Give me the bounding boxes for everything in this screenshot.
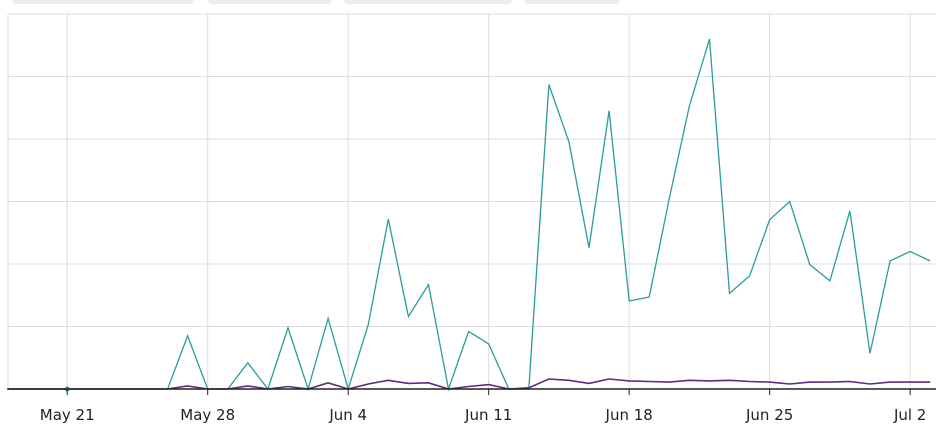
x-tick-label: May 28: [180, 406, 235, 424]
series-group: [7, 38, 931, 392]
tab-stub: [344, 0, 512, 4]
grid-lines: [7, 13, 936, 390]
series-line-2: [7, 378, 931, 390]
x-tick-label: Jun 18: [605, 406, 653, 424]
x-tick-label: Jul 2: [893, 406, 926, 424]
x-tick-label: May 21: [40, 406, 95, 424]
x-tick-label: Jun 4: [328, 406, 367, 424]
x-axis: May 21 May 28 Jun 4 Jun 11 Jun 18 Jun 25 Jul 2: [8, 388, 936, 424]
x-tick-label: Jun 11: [464, 406, 512, 424]
tab-stub: [12, 0, 194, 4]
series-line-1: [7, 38, 931, 392]
x-tick-label: Jun 25: [745, 406, 793, 424]
top-tab-strip: [0, 0, 944, 6]
tab-stub: [208, 0, 332, 4]
tab-stub: [524, 0, 620, 4]
